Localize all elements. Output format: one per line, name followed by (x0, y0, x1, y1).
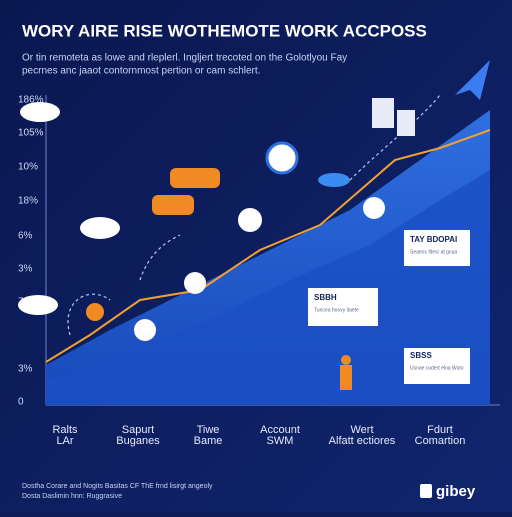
callout-title: TAY BDOPAI (410, 235, 457, 244)
y-label: 6% (18, 231, 33, 242)
trend-line (45, 129, 491, 363)
y-label: 3% (18, 264, 33, 275)
icon (238, 208, 262, 232)
cloud-icon (80, 217, 120, 239)
x-label: Alfatt ectiores (329, 435, 396, 447)
title: WORY AIRE RISE WOTHEMOTE WORK ACCPOSS (22, 21, 427, 40)
callout-title: SBBH (314, 293, 337, 302)
globe-icon (265, 141, 299, 175)
x-label: Buganes (116, 435, 160, 447)
subtitle-line: Or tin remoteta as lowe and rleplerl. In… (22, 53, 347, 64)
x-label: Ralts (52, 424, 78, 436)
x-label: Fdurt (427, 424, 453, 436)
callout-title: SBSS (410, 351, 432, 360)
icon (363, 197, 385, 219)
person-icon (340, 365, 352, 390)
callout-box (308, 288, 378, 326)
footer-line: Dostha Corare and Nogits Basitas CF ThE … (22, 483, 213, 490)
person-icon (341, 355, 351, 365)
callout-box (404, 348, 470, 384)
cloud-icon (18, 295, 58, 315)
y-label: 186% (18, 95, 44, 106)
x-label: Wert (350, 424, 373, 436)
cloud-icon (20, 102, 60, 122)
front-area (46, 170, 490, 405)
callout-text: Usnae cudert eloa Wuto (410, 365, 464, 371)
footer-line: Dosta Daslimin hnn: Ruggrasive (22, 493, 122, 500)
logo: gibey (436, 483, 476, 500)
callout-text: Tuncea hoovy itaete (314, 307, 359, 313)
x-label: Bame (194, 435, 223, 447)
x-label: Sapurt (122, 424, 154, 436)
callout-text: Seaeos fitesr at gnaa (410, 249, 457, 255)
dashed-path (67, 94, 441, 336)
y-label: 10% (18, 162, 38, 173)
x-label: Tiwe (197, 424, 220, 436)
chat-bubble (170, 168, 220, 188)
arrow-icon (455, 60, 490, 100)
chat-bubble (152, 195, 194, 215)
x-label: LAr (56, 435, 73, 447)
icon (184, 272, 206, 294)
y-label: 0 (18, 397, 24, 408)
subtitle-line: pecrnes anc jaaot contornmost pertion or… (22, 66, 260, 77)
callout-box (404, 230, 470, 266)
y-label: 18% (18, 196, 38, 207)
logo-icon (420, 484, 432, 498)
y-label: 105% (18, 128, 44, 139)
document-icon (397, 110, 415, 136)
y-label: 3% (18, 364, 33, 375)
x-label: SWM (267, 435, 294, 447)
x-label: Account (260, 424, 300, 436)
x-label: Comartion (415, 435, 466, 447)
icon (134, 319, 156, 341)
document-icon (372, 98, 394, 128)
plane-icon (318, 173, 350, 187)
pin-icon (86, 303, 104, 321)
